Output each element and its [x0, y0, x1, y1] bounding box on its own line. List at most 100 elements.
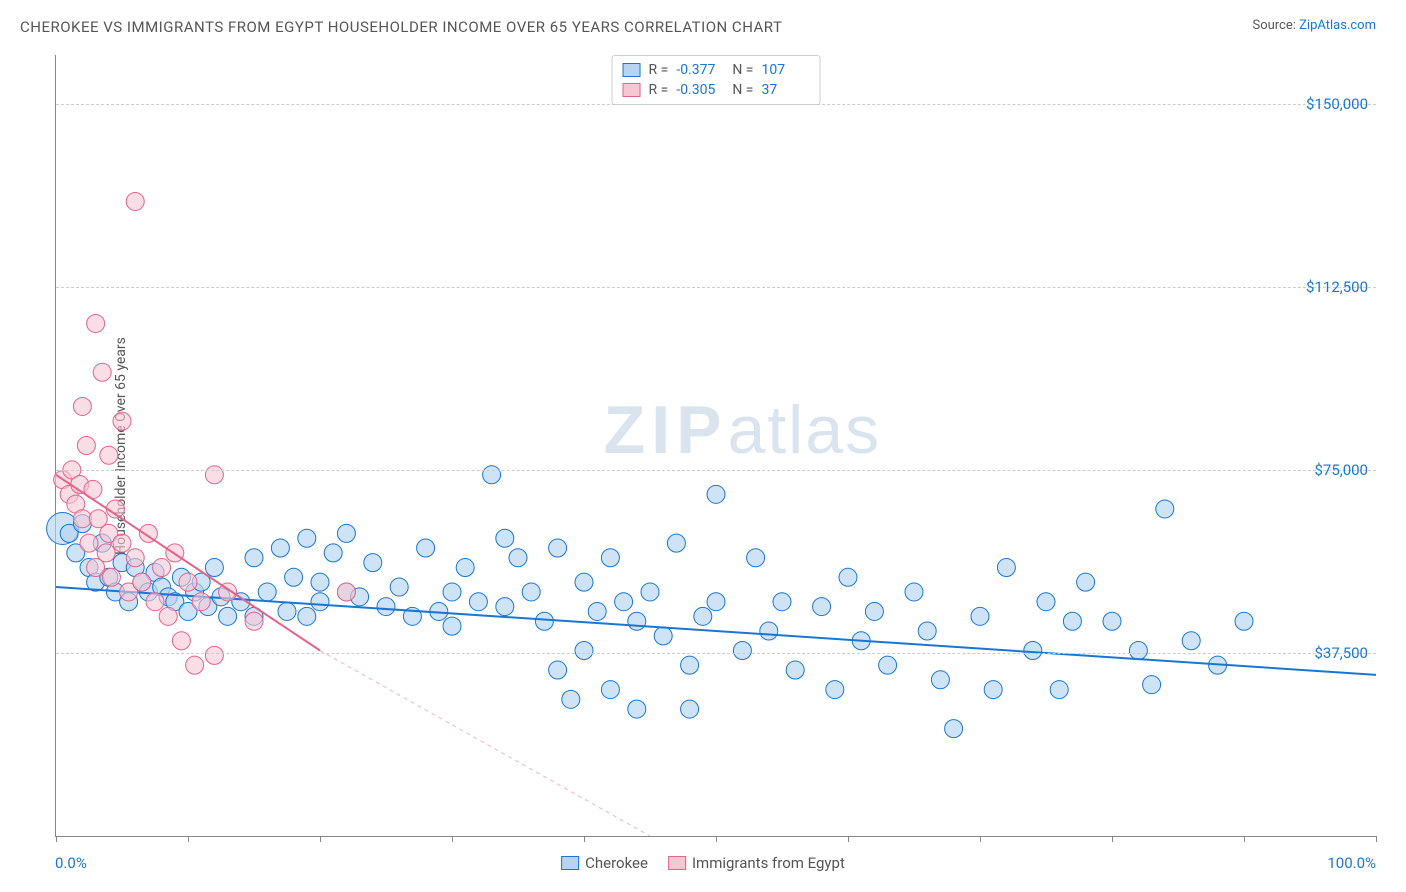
source-label: Source: ZipAtlas.com: [1252, 18, 1376, 33]
x-tick: [584, 836, 585, 842]
y-gridline: [56, 653, 1376, 654]
series-legend-item: Immigrants from Egypt: [668, 854, 845, 872]
data-point: [126, 549, 144, 567]
data-point: [601, 681, 619, 699]
data-point: [93, 363, 111, 381]
legend-swatch: [668, 856, 686, 870]
data-point: [298, 607, 316, 625]
data-point: [879, 656, 897, 674]
data-point: [100, 446, 118, 464]
data-point: [77, 437, 95, 455]
data-point: [133, 573, 151, 591]
data-point: [918, 622, 936, 640]
series-legend-item: Cherokee: [561, 854, 648, 872]
data-point: [179, 573, 197, 591]
data-point: [549, 661, 567, 679]
y-tick-label: $37,500: [1314, 644, 1368, 662]
data-point: [1129, 642, 1147, 660]
data-point: [483, 466, 501, 484]
x-tick: [1376, 836, 1377, 842]
n-value: 37: [761, 82, 809, 98]
data-point: [126, 192, 144, 210]
data-point: [945, 720, 963, 738]
data-point: [311, 593, 329, 611]
data-point: [172, 632, 190, 650]
data-point: [984, 681, 1002, 699]
data-point: [760, 622, 778, 640]
data-point: [535, 612, 553, 630]
data-point: [654, 627, 672, 645]
series-legend-label: Cherokee: [585, 854, 648, 872]
data-point: [456, 559, 474, 577]
data-point: [694, 607, 712, 625]
stats-legend-row: R = -0.377 N = 107: [623, 60, 810, 80]
data-point: [588, 602, 606, 620]
data-point: [773, 593, 791, 611]
y-gridline: [56, 470, 1376, 471]
data-point: [337, 583, 355, 601]
data-point: [271, 539, 289, 557]
data-point: [113, 412, 131, 430]
data-point: [786, 661, 804, 679]
data-point: [324, 544, 342, 562]
data-point: [549, 539, 567, 557]
data-point: [509, 549, 527, 567]
data-point: [575, 642, 593, 660]
data-point: [285, 568, 303, 586]
data-point: [390, 578, 408, 596]
n-label: N =: [732, 62, 753, 78]
data-point: [245, 549, 263, 567]
x-axis-min-label: 0.0%: [55, 854, 87, 872]
x-tick: [848, 836, 849, 842]
stats-legend: R = -0.377 N = 107 R = -0.305 N = 37: [612, 55, 821, 105]
data-point: [628, 700, 646, 718]
data-point: [298, 529, 316, 547]
data-point: [73, 510, 91, 528]
data-point: [997, 559, 1015, 577]
chart-svg: [56, 55, 1376, 836]
data-point: [496, 529, 514, 547]
data-point: [364, 554, 382, 572]
source-link[interactable]: ZipAtlas.com: [1299, 18, 1376, 33]
data-point: [113, 534, 131, 552]
data-point: [443, 583, 461, 601]
data-point: [667, 534, 685, 552]
data-point: [73, 397, 91, 415]
x-tick: [188, 836, 189, 842]
data-point: [971, 607, 989, 625]
data-point: [601, 549, 619, 567]
y-gridline: [56, 287, 1376, 288]
x-tick: [1244, 836, 1245, 842]
x-axis-max-label: 100.0%: [1327, 854, 1376, 872]
data-point: [522, 583, 540, 601]
legend-swatch: [623, 63, 641, 77]
data-point: [641, 583, 659, 601]
data-point: [1156, 500, 1174, 518]
x-tick: [980, 836, 981, 842]
data-point: [496, 598, 514, 616]
n-label: N =: [732, 82, 753, 98]
data-point: [192, 593, 210, 611]
legend-swatch: [561, 856, 579, 870]
data-point: [839, 568, 857, 586]
data-point: [1182, 632, 1200, 650]
data-point: [219, 607, 237, 625]
data-point: [707, 485, 725, 503]
data-point: [615, 593, 633, 611]
data-point: [417, 539, 435, 557]
y-tick-label: $112,500: [1306, 278, 1368, 296]
data-point: [733, 642, 751, 660]
chart-plot-area: ZIPatlas R = -0.377 N = 107 R = -0.305 N…: [55, 55, 1376, 837]
r-label: R =: [649, 82, 669, 98]
data-point: [146, 593, 164, 611]
data-point: [628, 612, 646, 630]
data-point: [747, 549, 765, 567]
data-point: [1077, 573, 1095, 591]
legend-swatch: [623, 83, 641, 97]
data-point: [1024, 642, 1042, 660]
data-point: [97, 544, 115, 562]
trend-line-extended: [320, 651, 650, 836]
data-point: [905, 583, 923, 601]
data-point: [1235, 612, 1253, 630]
data-point: [245, 612, 263, 630]
